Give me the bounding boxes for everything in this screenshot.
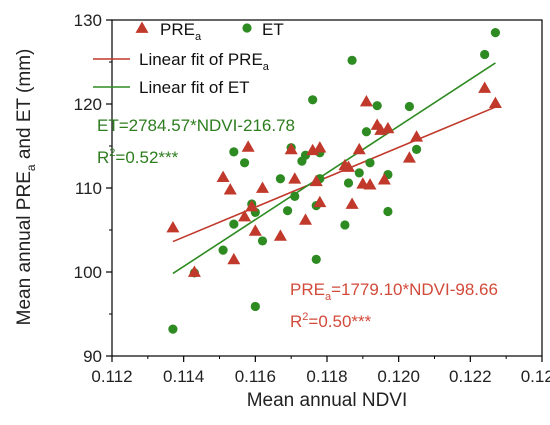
data-point-et <box>480 49 490 60</box>
data-point-pre <box>402 151 416 163</box>
legend-label-fit-et: Linear fit of ET <box>139 78 250 97</box>
plot-frame <box>111 19 543 357</box>
data-point-et <box>372 101 382 111</box>
et-r2: R2=0.52*** <box>97 147 179 167</box>
legend-label-et: ET <box>262 20 284 39</box>
data-point-pre <box>238 210 252 222</box>
x-axis: 0.112 0.114 0.116 0.118 0.120 0.122 0.124 <box>91 356 550 386</box>
x-tick-label: 0.112 <box>91 367 132 386</box>
data-point-et <box>239 158 250 168</box>
y-tick-label: 100 <box>74 263 102 282</box>
data-point-pre <box>309 174 323 187</box>
data-point-et <box>308 95 318 105</box>
et-equation: ET=2784.57*NDVI-216.78 <box>97 116 295 135</box>
data-point-pre <box>352 142 366 155</box>
y-axis-title: Mean annual PREa and ET (mm) <box>14 49 38 326</box>
data-point-pre <box>478 81 492 93</box>
data-point-pre <box>313 141 327 153</box>
legend-label-pre: PREa <box>160 20 202 43</box>
data-point-et <box>490 27 501 38</box>
data-point-pre <box>488 96 502 109</box>
data-point-pre <box>216 170 230 182</box>
y-tick-label: 90 <box>83 347 102 366</box>
data-point-et <box>365 158 375 168</box>
data-point-pre <box>166 220 180 233</box>
y-tick-label: 110 <box>75 179 102 198</box>
data-point-et <box>229 147 239 157</box>
legend-marker-et <box>242 23 252 33</box>
data-point-pre <box>284 142 298 155</box>
data-point-et <box>347 55 357 65</box>
data-point-et <box>343 178 354 188</box>
x-tick-label: 0.114 <box>163 367 204 386</box>
data-point-pre <box>377 173 391 185</box>
data-point-pre <box>256 181 269 193</box>
fit-line-et <box>172 62 496 275</box>
data-point-et <box>275 174 286 184</box>
series-et <box>168 27 501 334</box>
data-point-et <box>290 191 300 201</box>
y-tick-label: 130 <box>74 11 102 30</box>
legend: PREa ET Linear fit of PREa Linear fit of ET <box>93 20 284 97</box>
fit-lines <box>172 62 496 275</box>
pre-equation: PREa=1779.10*NDVI-98.66 <box>290 280 498 303</box>
data-point-et <box>411 144 422 154</box>
data-point-pre <box>345 197 359 209</box>
data-point-pre <box>342 160 355 172</box>
annotations: ET=2784.57*NDVI-216.78 R2=0.52*** PREa=177… <box>97 116 498 331</box>
data-point-et <box>354 168 364 178</box>
y-axis: 90 100 110 120 130 <box>74 11 112 366</box>
data-point-et <box>282 206 293 216</box>
data-point-pre <box>245 199 259 212</box>
data-point-pre <box>223 183 237 195</box>
series-pre <box>166 81 502 277</box>
data-point-et <box>383 206 393 217</box>
data-point-pre <box>288 172 302 184</box>
data-point-et <box>229 219 239 229</box>
data-point-et <box>361 127 372 137</box>
y-tick-label: 120 <box>74 95 102 114</box>
data-point-et <box>340 220 350 230</box>
data-point-et <box>168 324 178 334</box>
x-tick-label: 0.116 <box>235 367 276 386</box>
data-point-pre <box>359 94 373 107</box>
legend-label-fit-pre: Linear fit of PREa <box>139 50 270 73</box>
data-point-pre <box>273 229 287 241</box>
pre-r2: R2=0.50*** <box>290 311 372 331</box>
data-point-pre <box>241 140 255 152</box>
data-point-pre <box>313 195 327 208</box>
data-point-et <box>218 245 228 255</box>
data-point-pre <box>248 224 262 236</box>
x-tick-label: 0.120 <box>377 367 420 386</box>
data-point-et <box>311 254 321 264</box>
x-tick-label: 0.124 <box>521 367 550 386</box>
data-point-et <box>404 101 415 112</box>
x-axis-title: Mean annual NDVI <box>247 390 408 411</box>
x-tick-label: 0.118 <box>306 367 347 386</box>
fit-line-pre <box>172 106 496 243</box>
x-tick-label: 0.122 <box>449 367 492 386</box>
legend-marker-pre <box>135 21 149 33</box>
data-point-et <box>250 301 260 312</box>
data-point-pre <box>227 252 241 265</box>
data-point-pre <box>410 130 424 142</box>
plot-border <box>111 19 543 357</box>
data-point-pre <box>381 121 395 134</box>
data-point-pre <box>363 178 377 190</box>
data-point-pre <box>299 213 312 225</box>
data-point-pre <box>187 265 201 277</box>
data-point-et <box>257 236 268 246</box>
